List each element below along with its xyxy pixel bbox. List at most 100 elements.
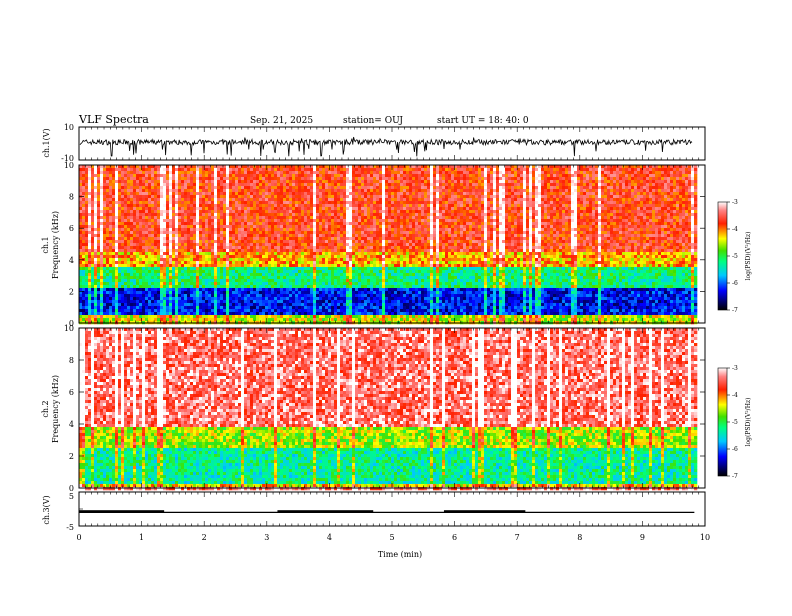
spectrogram-cell: [154, 297, 157, 300]
spectrogram-cell: [301, 240, 304, 243]
spectrogram-cell: [169, 168, 172, 171]
spectrogram-cell: [214, 252, 217, 255]
spectrogram-cell: [271, 216, 274, 219]
spectrogram-cell: [265, 186, 268, 189]
spectrogram-cell: [190, 264, 193, 267]
spectrogram-cell: [256, 252, 259, 255]
spectrogram-cell: [181, 186, 184, 189]
spectrogram-cell: [337, 180, 340, 183]
spectrogram-cell: [85, 282, 88, 285]
spectrogram-cell: [100, 192, 103, 195]
spectrogram-cell: [304, 210, 307, 213]
spectrogram-cell: [265, 291, 268, 294]
spectrogram-cell: [226, 213, 229, 216]
spectrogram-cell: [115, 312, 118, 315]
spectrogram-cell: [214, 303, 217, 306]
spectrogram-cell: [247, 270, 250, 273]
spectrogram-cell: [130, 267, 133, 270]
spectrogram-cell: [244, 288, 247, 291]
spectrogram-cell: [331, 180, 334, 183]
spectrogram-cell: [166, 234, 169, 237]
spectrogram-cell: [184, 270, 187, 273]
spectrogram-cell: [286, 303, 289, 306]
spectrogram-cell: [259, 294, 262, 297]
spectrogram-cell: [256, 306, 259, 309]
spectrogram-cell: [340, 267, 343, 270]
spectrogram-cell: [292, 222, 295, 225]
spectrogram-cell: [226, 318, 229, 321]
spectrogram-cell: [313, 273, 316, 276]
spectrogram-cell: [178, 210, 181, 213]
spectrogram-cell: [178, 183, 181, 186]
spectrogram-cell: [295, 270, 298, 273]
spectrogram-cell: [238, 174, 241, 177]
spectrogram-cell: [103, 267, 106, 270]
spectrogram-cell: [94, 207, 97, 210]
spectrogram-cell: [148, 306, 151, 309]
spectrogram-cell: [202, 225, 205, 228]
spectrogram-cell: [271, 210, 274, 213]
spectrogram-cell: [277, 204, 280, 207]
spectrogram-cell: [82, 318, 85, 321]
spectrogram-cell: [151, 174, 154, 177]
spectrogram-cell: [205, 309, 208, 312]
spectrogram-cell: [184, 240, 187, 243]
spectrogram-cell: [199, 312, 202, 315]
spectrogram-cell: [184, 279, 187, 282]
spectrogram-cell: [193, 183, 196, 186]
spectrogram-cell: [172, 282, 175, 285]
spectrogram-cell: [241, 306, 244, 309]
spectrogram-cell: [262, 174, 265, 177]
spectrogram-cell: [202, 231, 205, 234]
spectrogram-cell: [181, 270, 184, 273]
spectrogram-cell: [319, 288, 322, 291]
spectrogram-cell: [229, 303, 232, 306]
spectrogram-cell: [265, 228, 268, 231]
spectrogram-cell: [124, 225, 127, 228]
spectrogram-cell: [319, 297, 322, 300]
spectrogram-cell: [121, 252, 124, 255]
spectrogram-cell: [235, 291, 238, 294]
spectrogram-cell: [280, 171, 283, 174]
spectrogram-cell: [298, 204, 301, 207]
spectrogram-cell: [337, 273, 340, 276]
spectrogram-cell: [190, 300, 193, 303]
spectrogram-cell: [298, 186, 301, 189]
spectrogram-cell: [289, 288, 292, 291]
spectrogram-cell: [280, 249, 283, 252]
spectrogram-cell: [205, 273, 208, 276]
spectrogram-cell: [262, 282, 265, 285]
spectrogram-cell: [298, 270, 301, 273]
spectrogram-cell: [334, 267, 337, 270]
spectrogram-cell: [238, 183, 241, 186]
spectrogram-cell: [103, 219, 106, 222]
spectrogram-cell: [250, 315, 253, 318]
spectrogram-cell: [82, 279, 85, 282]
spectrogram-cell: [97, 168, 100, 171]
spectrogram-cell: [199, 168, 202, 171]
spectrogram-cell: [142, 285, 145, 288]
spectrogram-cell: [280, 246, 283, 249]
spectrogram-cell: [223, 177, 226, 180]
spectrogram-cell: [253, 309, 256, 312]
spectrogram-cell: [214, 312, 217, 315]
spectrogram-cell: [118, 231, 121, 234]
spectrogram-cell: [244, 267, 247, 270]
spectrogram-cell: [154, 231, 157, 234]
spectrogram-cell: [256, 192, 259, 195]
spectrogram-cell: [274, 207, 277, 210]
spectrogram-cell: [226, 282, 229, 285]
spectrogram-cell: [103, 285, 106, 288]
spectrogram-cell: [301, 264, 304, 267]
spectrogram-cell: [205, 276, 208, 279]
spectrogram-cell: [211, 192, 214, 195]
spectrogram-cell: [301, 231, 304, 234]
spectrogram-cell: [283, 174, 286, 177]
spectrogram-cell: [238, 180, 241, 183]
spectrogram-cell: [277, 213, 280, 216]
spectrogram-cell: [244, 225, 247, 228]
spectrogram-cell: [169, 210, 172, 213]
spectrogram-cell: [310, 195, 313, 198]
spectrogram-cell: [142, 225, 145, 228]
spectrogram-cell: [130, 300, 133, 303]
